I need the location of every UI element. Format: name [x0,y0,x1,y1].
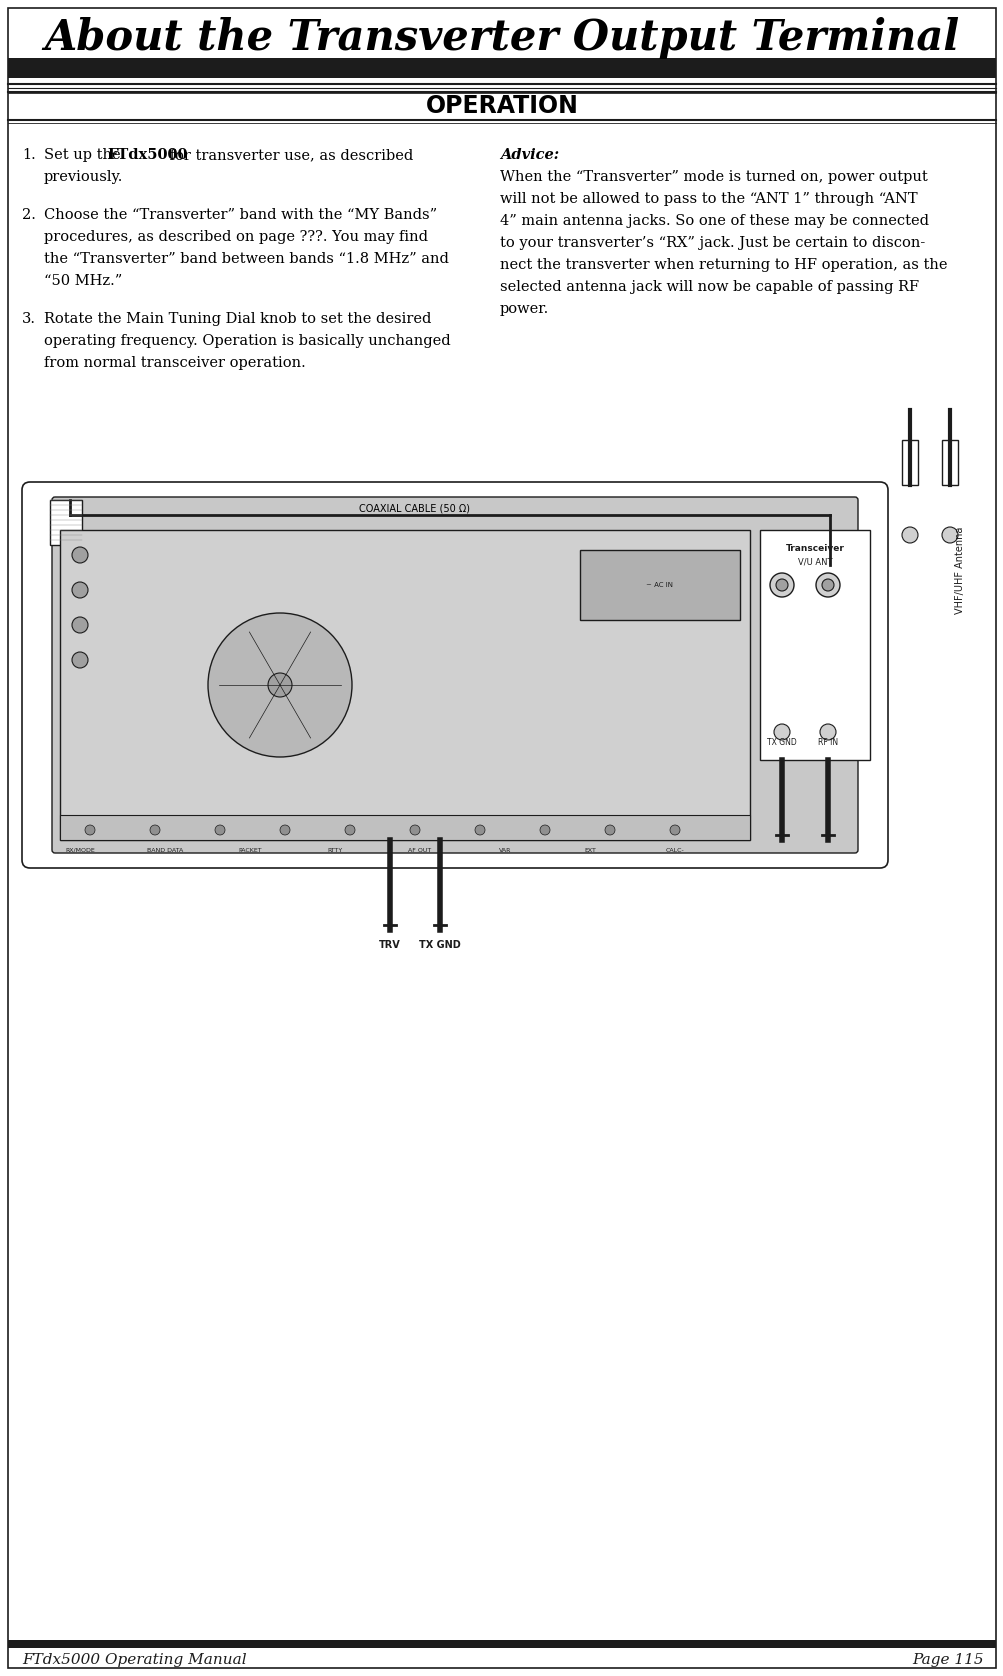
Circle shape [215,825,225,835]
Text: 4” main antenna jacks. So one of these may be connected: 4” main antenna jacks. So one of these m… [499,215,928,228]
Circle shape [769,573,793,597]
Text: When the “Transverter” mode is turned on, power output: When the “Transverter” mode is turned on… [499,169,927,184]
Circle shape [540,825,550,835]
Circle shape [280,825,290,835]
Bar [580,550,739,620]
Text: Rotate the Main Tuning Dial knob to set the desired: Rotate the Main Tuning Dial knob to set … [44,312,431,327]
Text: RF IN: RF IN [817,737,838,746]
Text: Choose the “Transverter” band with the “MY Bands”: Choose the “Transverter” band with the “… [44,208,436,221]
Text: Transceiver: Transceiver [784,543,844,553]
Text: “50 MHz.”: “50 MHz.” [44,273,122,288]
Text: selected antenna jack will now be capable of passing RF: selected antenna jack will now be capabl… [499,280,918,293]
Bar [759,530,870,759]
Text: About the Transverter Output Terminal: About the Transverter Output Terminal [44,17,959,59]
Circle shape [72,546,88,563]
Bar [941,441,957,484]
Circle shape [409,825,419,835]
Bar [50,499,82,545]
Text: BAND DATA: BAND DATA [146,848,183,853]
Text: RTTY: RTTY [327,848,342,853]
Text: will not be allowed to pass to the “ANT 1” through “ANT: will not be allowed to pass to the “ANT … [499,193,917,206]
Circle shape [208,613,352,758]
Bar [8,59,995,79]
Circle shape [669,825,679,835]
Circle shape [605,825,615,835]
Circle shape [819,724,835,741]
Text: COAXIAL CABLE (50 Ω): COAXIAL CABLE (50 Ω) [359,503,470,513]
Text: FTdx5000: FTdx5000 [107,147,188,163]
Circle shape [72,652,88,669]
Circle shape [773,724,789,741]
Circle shape [72,617,88,634]
Circle shape [72,582,88,598]
Circle shape [85,825,95,835]
Text: AF OUT: AF OUT [408,848,431,853]
Circle shape [901,526,917,543]
Text: FTdx5000 Operating Manual: FTdx5000 Operating Manual [22,1653,247,1668]
Text: PACKET: PACKET [238,848,262,853]
Text: TX GND: TX GND [766,737,796,746]
Circle shape [821,578,833,592]
FancyBboxPatch shape [22,483,887,868]
Text: Page 115: Page 115 [912,1653,983,1668]
Text: 3.: 3. [22,312,36,327]
Text: VAR: VAR [498,848,511,853]
Circle shape [775,578,787,592]
Text: power.: power. [499,302,549,317]
Text: 1.: 1. [22,147,36,163]
Text: from normal transceiver operation.: from normal transceiver operation. [44,355,306,370]
Bar [8,1641,995,1648]
Text: OPERATION: OPERATION [425,94,578,117]
Bar [60,815,749,840]
Circle shape [149,825,159,835]
Circle shape [941,526,957,543]
Text: to your transverter’s “RX” jack. Just be certain to discon-: to your transverter’s “RX” jack. Just be… [499,236,925,250]
Text: procedures, as described on page ???. You may find: procedures, as described on page ???. Yo… [44,230,427,245]
Circle shape [268,674,292,697]
Circle shape [345,825,355,835]
Circle shape [474,825,484,835]
Circle shape [815,573,840,597]
Text: for transverter use, as described: for transverter use, as described [164,147,413,163]
Text: VHF/UHF Antenna: VHF/UHF Antenna [954,526,964,613]
Text: Set up the: Set up the [44,147,125,163]
FancyBboxPatch shape [52,498,858,853]
Text: EXT: EXT [584,848,596,853]
Text: 2.: 2. [22,208,36,221]
Text: TX GND: TX GND [418,940,460,950]
Bar [60,530,749,840]
Text: RX/MODE: RX/MODE [65,848,94,853]
Bar [901,441,917,484]
Text: CALC-: CALC- [665,848,684,853]
Text: ~ AC IN: ~ AC IN [646,582,673,588]
Text: the “Transverter” band between bands “1.8 MHz” and: the “Transverter” band between bands “1.… [44,251,448,266]
Text: Advice:: Advice: [499,147,559,163]
Text: previously.: previously. [44,169,123,184]
Text: TRV: TRV [379,940,400,950]
Text: operating frequency. Operation is basically unchanged: operating frequency. Operation is basica… [44,334,450,349]
Text: nect the transverter when returning to HF operation, as the: nect the transverter when returning to H… [499,258,947,272]
Text: V/U ANT: V/U ANT [797,558,831,566]
